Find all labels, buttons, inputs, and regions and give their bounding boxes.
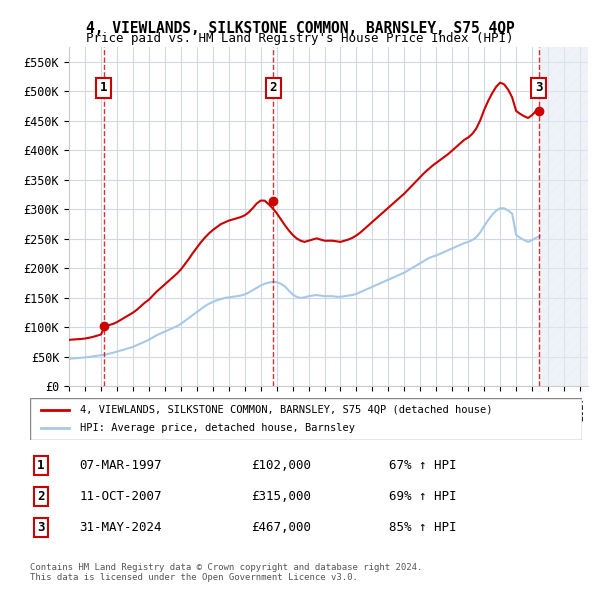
- Bar: [539, 47, 588, 386]
- Text: 11-OCT-2007: 11-OCT-2007: [80, 490, 162, 503]
- Text: HPI: Average price, detached house, Barnsley: HPI: Average price, detached house, Barn…: [80, 423, 355, 433]
- Text: 31-MAY-2024: 31-MAY-2024: [80, 520, 162, 534]
- Text: 3: 3: [37, 520, 45, 534]
- Text: 2: 2: [269, 81, 277, 94]
- FancyBboxPatch shape: [30, 398, 582, 440]
- Text: Contains HM Land Registry data © Crown copyright and database right 2024.: Contains HM Land Registry data © Crown c…: [30, 563, 422, 572]
- Text: £102,000: £102,000: [251, 458, 311, 472]
- Text: 1: 1: [100, 81, 108, 94]
- Text: 4, VIEWLANDS, SILKSTONE COMMON, BARNSLEY, S75 4QP: 4, VIEWLANDS, SILKSTONE COMMON, BARNSLEY…: [86, 21, 514, 35]
- Text: 67% ↑ HPI: 67% ↑ HPI: [389, 458, 457, 472]
- Text: 07-MAR-1997: 07-MAR-1997: [80, 458, 162, 472]
- Text: 1: 1: [37, 458, 45, 472]
- Bar: [539, 47, 588, 386]
- Text: This data is licensed under the Open Government Licence v3.0.: This data is licensed under the Open Gov…: [30, 573, 358, 582]
- Text: £467,000: £467,000: [251, 520, 311, 534]
- Text: 85% ↑ HPI: 85% ↑ HPI: [389, 520, 457, 534]
- Text: 2: 2: [37, 490, 45, 503]
- Text: 3: 3: [535, 81, 542, 94]
- Text: 4, VIEWLANDS, SILKSTONE COMMON, BARNSLEY, S75 4QP (detached house): 4, VIEWLANDS, SILKSTONE COMMON, BARNSLEY…: [80, 405, 492, 415]
- Text: 69% ↑ HPI: 69% ↑ HPI: [389, 490, 457, 503]
- Text: £315,000: £315,000: [251, 490, 311, 503]
- Text: Price paid vs. HM Land Registry's House Price Index (HPI): Price paid vs. HM Land Registry's House …: [86, 32, 514, 45]
